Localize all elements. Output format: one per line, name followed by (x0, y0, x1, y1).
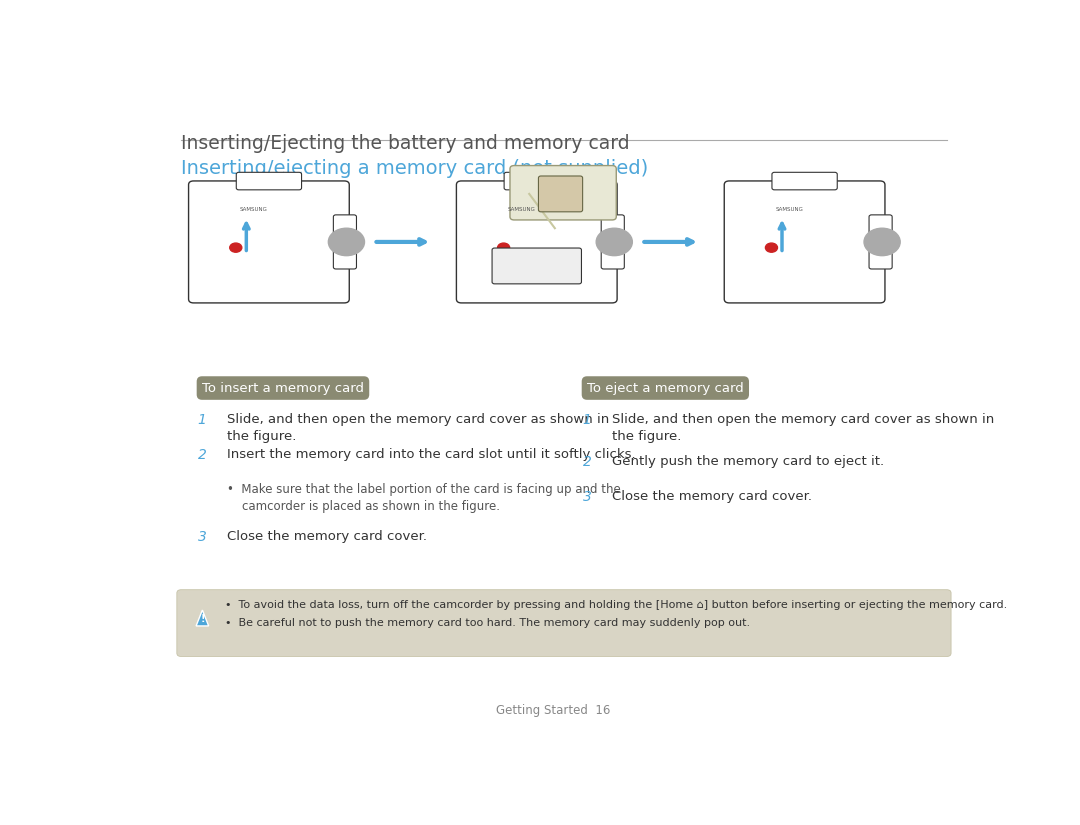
Text: Inserting/ejecting a memory card (not supplied): Inserting/ejecting a memory card (not su… (181, 159, 648, 178)
Polygon shape (197, 610, 208, 626)
Text: SAMSUNG: SAMSUNG (508, 207, 536, 212)
Text: Getting Started  16: Getting Started 16 (497, 704, 610, 717)
Text: SAMSUNG: SAMSUNG (240, 207, 268, 212)
Text: 3: 3 (198, 530, 206, 544)
Text: Slide, and then open the memory card cover as shown in
the figure.: Slide, and then open the memory card cov… (227, 413, 609, 444)
Text: SAMSUNG: SAMSUNG (775, 207, 804, 212)
Text: Insert the memory card into the card slot until it softly clicks.: Insert the memory card into the card slo… (227, 449, 636, 461)
Text: 1: 1 (583, 413, 592, 427)
Text: 2: 2 (583, 455, 592, 469)
Text: •  Make sure that the label portion of the card is facing up and the
    camcord: • Make sure that the label portion of th… (227, 483, 621, 513)
FancyBboxPatch shape (602, 214, 624, 269)
FancyBboxPatch shape (539, 176, 582, 212)
Circle shape (230, 243, 242, 252)
Text: Close the memory card cover.: Close the memory card cover. (612, 490, 812, 502)
Circle shape (766, 243, 778, 252)
FancyBboxPatch shape (869, 214, 892, 269)
Text: To eject a memory card: To eject a memory card (588, 381, 744, 394)
Text: !: ! (200, 614, 204, 624)
FancyBboxPatch shape (510, 166, 617, 220)
FancyBboxPatch shape (457, 181, 617, 303)
Text: 2: 2 (198, 449, 206, 462)
FancyBboxPatch shape (492, 248, 581, 284)
Text: Inserting/Ejecting the battery and memory card: Inserting/Ejecting the battery and memor… (181, 134, 630, 153)
Text: 3: 3 (583, 490, 592, 504)
FancyBboxPatch shape (772, 172, 837, 190)
FancyBboxPatch shape (177, 590, 951, 657)
Text: Gently push the memory card to eject it.: Gently push the memory card to eject it. (612, 455, 885, 468)
Text: Close the memory card cover.: Close the memory card cover. (227, 530, 427, 543)
Circle shape (864, 229, 901, 256)
FancyBboxPatch shape (504, 172, 569, 190)
Text: •  Be careful not to push the memory card too hard. The memory card may suddenly: • Be careful not to push the memory card… (225, 618, 750, 628)
FancyBboxPatch shape (334, 214, 356, 269)
Circle shape (596, 229, 633, 256)
Text: 1: 1 (198, 413, 206, 427)
FancyBboxPatch shape (237, 172, 301, 190)
Text: •  To avoid the data loss, turn off the camcorder by pressing and holding the [H: • To avoid the data loss, turn off the c… (225, 601, 1007, 610)
FancyBboxPatch shape (189, 181, 349, 303)
FancyBboxPatch shape (725, 181, 885, 303)
Circle shape (498, 243, 510, 252)
Text: Slide, and then open the memory card cover as shown in
the figure.: Slide, and then open the memory card cov… (612, 413, 995, 444)
Text: To insert a memory card: To insert a memory card (202, 381, 364, 394)
Circle shape (328, 229, 365, 256)
